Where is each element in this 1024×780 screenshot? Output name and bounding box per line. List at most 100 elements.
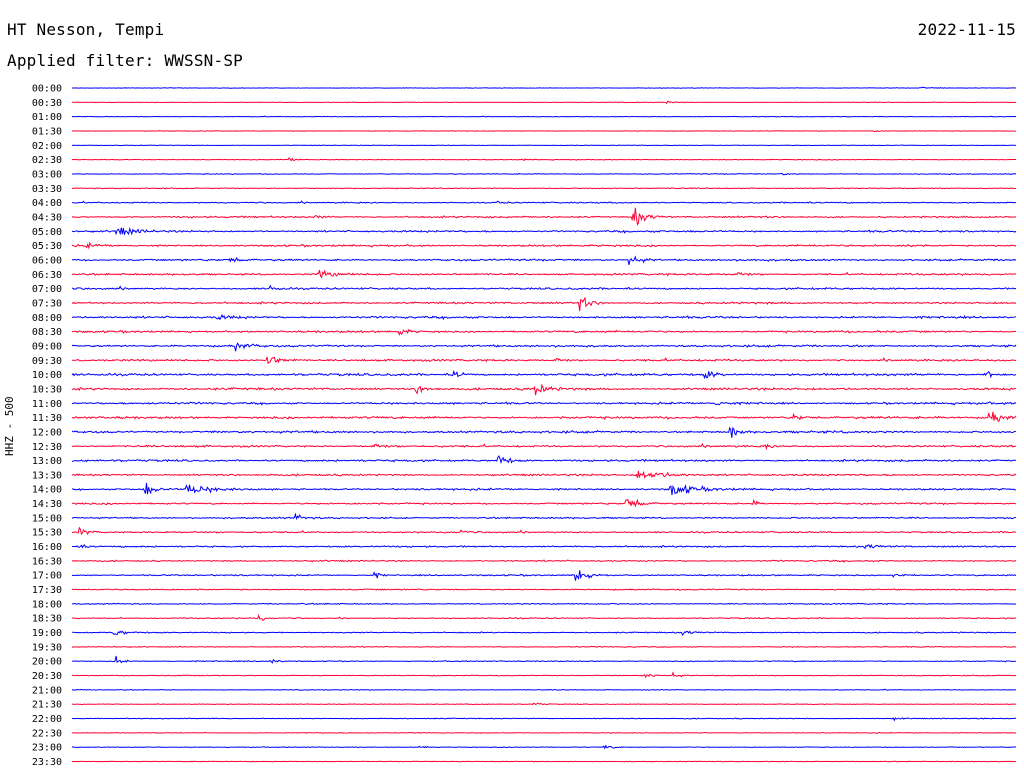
trace-1030 bbox=[71, 383, 1017, 396]
row-label-0430: 04:30 bbox=[32, 212, 62, 223]
trace-0430 bbox=[71, 207, 1017, 226]
row-label-1200: 12:00 bbox=[32, 427, 62, 438]
trace-1300 bbox=[71, 455, 1017, 465]
trace-1330 bbox=[71, 470, 1017, 479]
row-label-1300: 13:00 bbox=[32, 456, 62, 467]
trace-1730 bbox=[71, 588, 1017, 591]
row-label-0930: 09:30 bbox=[32, 356, 62, 367]
date-label: 2022-11-15 bbox=[917, 20, 1016, 39]
row-label-0730: 07:30 bbox=[32, 298, 62, 309]
trace-2330 bbox=[71, 760, 1017, 763]
row-label-0800: 08:00 bbox=[32, 313, 62, 324]
row-label-1600: 16:00 bbox=[32, 542, 62, 553]
trace-1200 bbox=[71, 426, 1017, 438]
row-label-1530: 15:30 bbox=[32, 528, 62, 539]
row-label-1430: 14:30 bbox=[32, 499, 62, 510]
row-label-1930: 19:30 bbox=[32, 642, 62, 653]
trace-1600 bbox=[71, 543, 1017, 550]
row-label-2030: 20:30 bbox=[32, 671, 62, 682]
row-label-0030: 00:30 bbox=[32, 98, 62, 109]
row-label-0200: 02:00 bbox=[32, 141, 62, 152]
trace-1400 bbox=[71, 482, 1017, 496]
trace-1130 bbox=[71, 411, 1017, 423]
trace-2200 bbox=[71, 717, 1017, 722]
trace-0530 bbox=[71, 241, 1017, 250]
row-label-2330: 23:30 bbox=[32, 757, 62, 768]
filter-label: Applied filter: WWSSN-SP bbox=[7, 51, 243, 70]
trace-0030 bbox=[71, 100, 1017, 105]
row-label-0830: 08:30 bbox=[32, 327, 62, 338]
trace-1430 bbox=[71, 498, 1017, 508]
trace-0130 bbox=[71, 130, 1017, 133]
trace-1000 bbox=[71, 369, 1017, 380]
trace-0200 bbox=[71, 144, 1017, 147]
trace-0300 bbox=[71, 172, 1017, 176]
seismic-traces bbox=[71, 86, 1017, 763]
row-label-1900: 19:00 bbox=[32, 628, 62, 639]
trace-2030 bbox=[71, 671, 1017, 679]
trace-1930 bbox=[71, 645, 1017, 649]
trace-2100 bbox=[71, 688, 1017, 691]
trace-2230 bbox=[71, 731, 1017, 734]
row-label-0700: 07:00 bbox=[32, 284, 62, 295]
row-label-1000: 10:00 bbox=[32, 370, 62, 381]
row-label-0530: 05:30 bbox=[32, 241, 62, 252]
trace-1900 bbox=[71, 630, 1017, 636]
row-label-0500: 05:00 bbox=[32, 227, 62, 238]
row-label-1830: 18:30 bbox=[32, 614, 62, 625]
trace-1800 bbox=[71, 602, 1017, 606]
trace-0000 bbox=[71, 86, 1017, 89]
row-label-1800: 18:00 bbox=[32, 599, 62, 610]
station-title: HT Nesson, Tempi bbox=[7, 20, 165, 39]
row-label-2300: 23:00 bbox=[32, 743, 62, 754]
trace-0400 bbox=[71, 200, 1017, 205]
trace-1100 bbox=[71, 401, 1017, 406]
row-label-1630: 16:30 bbox=[32, 556, 62, 567]
row-label-1230: 12:30 bbox=[32, 442, 62, 453]
trace-0700 bbox=[71, 284, 1017, 291]
trace-0100 bbox=[71, 115, 1016, 118]
trace-2300 bbox=[71, 744, 1017, 750]
trace-1700 bbox=[71, 570, 1017, 581]
row-label-1100: 11:00 bbox=[32, 399, 62, 410]
trace-0500 bbox=[71, 227, 1017, 236]
trace-0730 bbox=[71, 296, 1017, 312]
row-label-1730: 17:30 bbox=[32, 585, 62, 596]
trace-0230 bbox=[71, 156, 1017, 162]
row-label-2230: 22:30 bbox=[32, 728, 62, 739]
trace-0630 bbox=[71, 269, 1017, 279]
row-label-1130: 11:30 bbox=[32, 413, 62, 424]
row-label-0330: 03:30 bbox=[32, 184, 62, 195]
trace-0830 bbox=[71, 328, 1017, 336]
trace-1630 bbox=[71, 559, 1017, 563]
row-label-0600: 06:00 bbox=[32, 255, 62, 266]
trace-0330 bbox=[71, 187, 1017, 190]
trace-1230 bbox=[71, 442, 1017, 451]
trace-0800 bbox=[71, 313, 1017, 321]
trace-2130 bbox=[71, 702, 1017, 706]
trace-1830 bbox=[71, 613, 1017, 622]
trace-1530 bbox=[71, 526, 1017, 536]
row-label-1500: 15:00 bbox=[32, 513, 62, 524]
row-label-2130: 21:30 bbox=[32, 700, 62, 711]
row-label-2000: 20:00 bbox=[32, 657, 62, 668]
trace-1500 bbox=[71, 512, 1017, 521]
row-label-0000: 00:00 bbox=[32, 84, 62, 95]
row-label-1400: 14:00 bbox=[32, 485, 62, 496]
row-label-1700: 17:00 bbox=[32, 571, 62, 582]
row-label-0630: 06:30 bbox=[32, 270, 62, 281]
trace-0600 bbox=[71, 255, 1017, 266]
row-label-0100: 01:00 bbox=[32, 112, 62, 123]
row-label-0230: 02:30 bbox=[32, 155, 62, 166]
row-label-0900: 09:00 bbox=[32, 341, 62, 352]
trace-2000 bbox=[71, 655, 1017, 664]
row-label-1030: 10:30 bbox=[32, 384, 62, 395]
row-label-2200: 22:00 bbox=[32, 714, 62, 725]
row-label-0400: 04:00 bbox=[32, 198, 62, 209]
row-label-2100: 21:00 bbox=[32, 685, 62, 696]
row-tick-labels: 00:00 00:30 01:00 01:30 02:00 02:30 03:00 03:30… bbox=[32, 84, 62, 769]
trace-0930 bbox=[71, 356, 1017, 365]
row-label-1330: 13:30 bbox=[32, 470, 62, 481]
trace-0900 bbox=[71, 342, 1017, 352]
